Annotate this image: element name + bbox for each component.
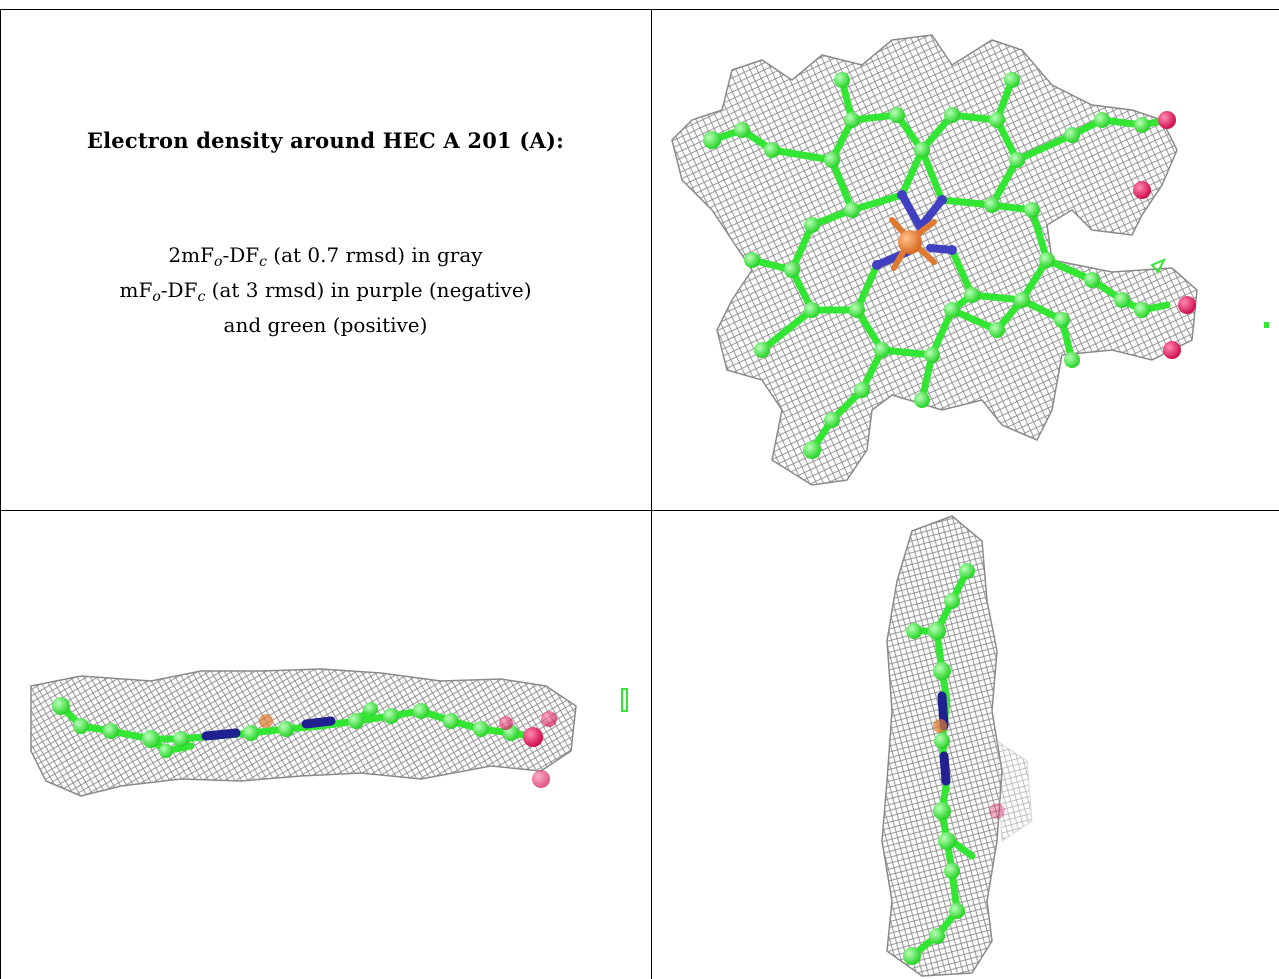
table-border-row	[0, 510, 1279, 511]
heme-edge-view	[652, 511, 1279, 979]
heme-top-view	[652, 10, 1279, 510]
legend-line-fo: mFo-DFc (at 3 rmsd) in purple (negative)	[119, 278, 532, 305]
table-border-top	[0, 9, 1279, 10]
legend-line-2fo: 2mFo-DFc (at 0.7 rmsd) in gray	[168, 243, 483, 270]
table-border-left	[0, 9, 1, 979]
density-mesh	[30, 668, 577, 797]
table-border-middle	[651, 9, 652, 979]
iron-atom	[898, 230, 922, 254]
caption-cell: Electron density around HEC A 201 (A): 2…	[0, 128, 651, 339]
positive-density-blob	[1150, 258, 1167, 274]
iron-atom	[259, 714, 273, 728]
heme-side-view	[1, 511, 651, 979]
iron-atom	[933, 719, 947, 733]
legend-line-positive: and green (positive)	[223, 313, 428, 337]
caption-title: Electron density around HEC A 201 (A):	[86, 128, 565, 153]
caption-legend: 2mFo-DFc (at 0.7 rmsd) in gray mFo-DFc (…	[0, 241, 651, 339]
